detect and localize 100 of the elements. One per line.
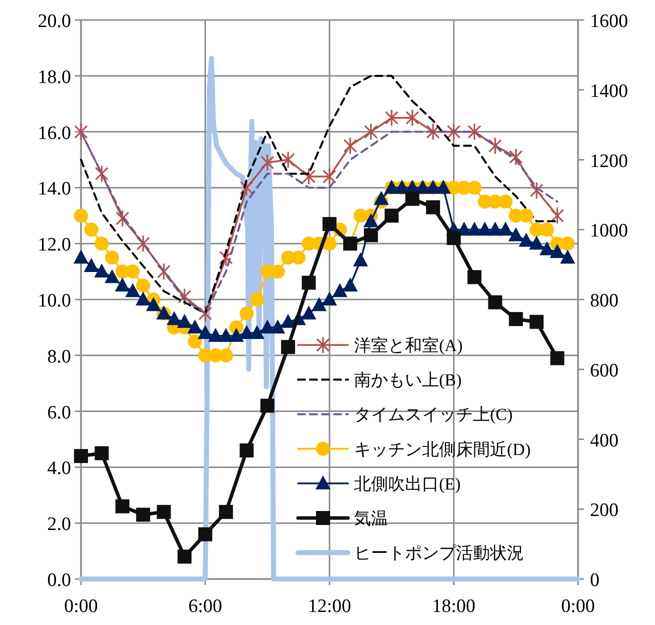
point — [550, 351, 564, 366]
y2-tick-label: 1200 — [590, 150, 628, 172]
point — [105, 250, 120, 265]
point — [509, 148, 523, 166]
point — [74, 208, 88, 223]
point — [498, 222, 514, 236]
point — [94, 446, 109, 460]
point — [94, 264, 110, 278]
point — [177, 314, 192, 328]
line-series — [80, 74, 558, 314]
point — [519, 208, 534, 223]
point — [550, 244, 565, 258]
legend-label: タイムスイッチ上(C) — [354, 405, 513, 424]
point — [446, 231, 461, 246]
point — [260, 154, 274, 172]
y2-tick-label: 1600 — [590, 11, 628, 32]
point — [426, 123, 440, 141]
point — [178, 288, 192, 306]
legend-label: キッチン北側床間近(D) — [354, 440, 531, 459]
point — [281, 150, 295, 169]
point — [178, 550, 192, 564]
point — [364, 228, 378, 242]
point — [115, 499, 130, 514]
point — [281, 340, 296, 354]
point — [74, 250, 88, 264]
point — [166, 311, 182, 326]
point — [156, 504, 171, 519]
point — [136, 278, 150, 293]
point — [363, 213, 378, 228]
y-tick-label: 10.0 — [38, 290, 71, 312]
point — [260, 398, 274, 413]
point — [343, 136, 358, 155]
point — [384, 208, 399, 223]
point — [301, 305, 316, 320]
y-tick-label: 2.0 — [47, 514, 71, 536]
point — [374, 190, 389, 205]
point — [218, 504, 233, 519]
point — [188, 334, 202, 348]
point — [240, 443, 254, 458]
point — [322, 217, 336, 232]
point — [218, 348, 233, 362]
legend-label: 南かもい上(B) — [354, 370, 462, 390]
y-tick-label: 16.0 — [38, 122, 71, 144]
point — [208, 328, 224, 342]
point — [228, 328, 244, 342]
point — [136, 292, 151, 306]
point — [488, 295, 502, 310]
point — [312, 297, 327, 312]
x-tick-label: 6:00 — [188, 596, 222, 617]
point — [240, 306, 254, 320]
point — [540, 222, 554, 237]
x-tick-label: 0:00 — [561, 596, 595, 617]
legend-label: 洋室と和室(A) — [354, 336, 463, 355]
legend-label: ヒートポンプ活動状況 — [354, 544, 524, 563]
legend-label: 北側吹出口(E) — [354, 474, 461, 494]
point — [198, 527, 212, 542]
point — [114, 278, 130, 292]
y2-tick-label: 0 — [590, 570, 600, 591]
point — [136, 234, 150, 252]
y-tick-label: 0.0 — [47, 570, 71, 591]
y-tick-label: 20.0 — [38, 11, 71, 32]
point — [468, 123, 482, 141]
point — [302, 168, 316, 186]
point — [270, 264, 285, 279]
point — [529, 236, 544, 250]
point — [530, 314, 544, 329]
point — [498, 194, 513, 209]
point — [198, 304, 212, 322]
x-tick-label: 0:00 — [64, 596, 98, 617]
point — [406, 109, 420, 127]
point — [94, 164, 109, 183]
point — [488, 136, 502, 155]
point — [250, 292, 264, 306]
point — [467, 180, 482, 195]
point — [157, 262, 171, 280]
point — [466, 222, 482, 236]
point — [125, 283, 140, 298]
y-tick-label: 8.0 — [47, 346, 71, 368]
point — [136, 508, 150, 522]
point — [426, 200, 440, 214]
y-tick-label: 18.0 — [38, 66, 71, 88]
y2-tick-label: 1400 — [590, 80, 628, 102]
y2-tick-label: 600 — [590, 360, 618, 382]
point — [405, 192, 420, 206]
y2-tick-label: 1000 — [590, 220, 628, 242]
point — [539, 241, 554, 256]
point — [104, 269, 120, 284]
point — [322, 168, 336, 186]
line-series — [80, 130, 558, 314]
point — [560, 250, 576, 264]
y2-tick-label: 800 — [590, 290, 618, 312]
point — [518, 232, 534, 247]
point — [74, 449, 88, 464]
y2-tick-label: 400 — [590, 430, 618, 452]
x-tick-label: 12:00 — [308, 596, 352, 617]
y-tick-label: 4.0 — [47, 458, 71, 480]
point — [146, 297, 161, 312]
y-tick-label: 12.0 — [38, 234, 71, 256]
point — [508, 312, 523, 326]
point — [560, 236, 575, 251]
